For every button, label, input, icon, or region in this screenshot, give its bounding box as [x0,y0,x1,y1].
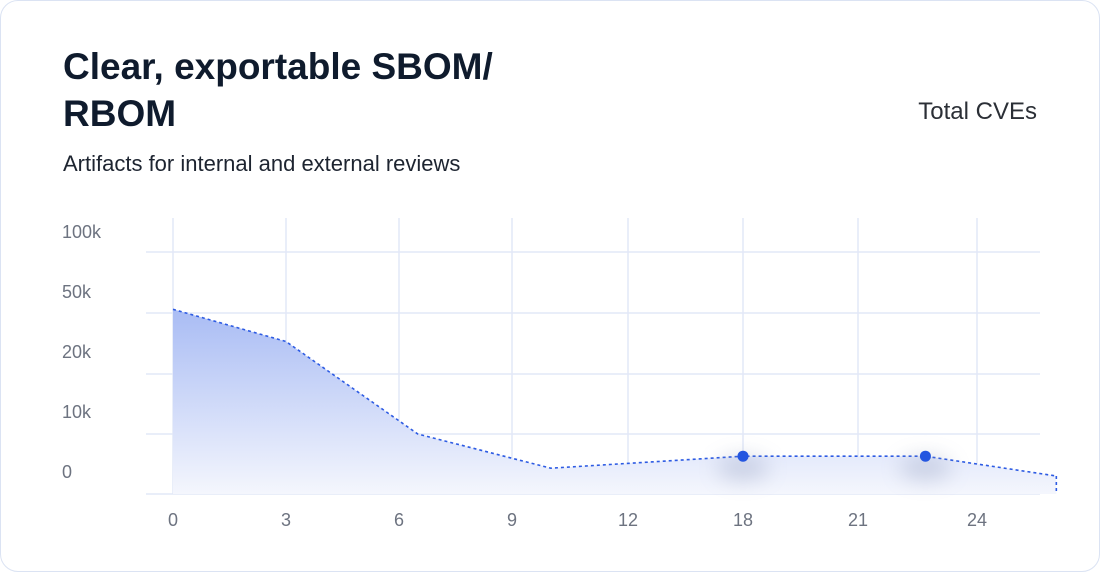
area-fill [173,309,1057,494]
y-tick-label: 50k [62,282,92,302]
x-tick-label: 21 [848,510,868,530]
point-shadow [899,456,952,481]
x-tick-label: 3 [281,510,291,530]
data-point[interactable] [737,450,749,462]
x-axis: 0 3 6 9 12 18 21 24 [168,510,987,530]
x-tick-label: 18 [733,510,753,530]
x-tick-label: 6 [394,510,404,530]
y-tick-label: 10k [62,402,92,422]
y-tick-label: 100k [62,222,102,242]
y-tick-label: 0 [62,462,72,482]
x-tick-label: 0 [168,510,178,530]
card-title: Clear, exportable SBOM/ RBOM [63,46,493,134]
chart-area [172,308,1058,494]
data-point[interactable] [919,450,931,462]
point-shadow [717,456,769,481]
series-line [172,308,1057,477]
x-tick-label: 12 [618,510,638,530]
x-tick-label: 9 [507,510,517,530]
y-axis: 0 10k 20k 50k 100k [62,222,102,482]
x-tick-label: 24 [967,510,987,530]
y-tick-label: 20k [62,342,92,362]
card-subtitle: Artifacts for internal and external revi… [63,151,461,176]
metric-label: Total CVEs [918,98,1037,125]
